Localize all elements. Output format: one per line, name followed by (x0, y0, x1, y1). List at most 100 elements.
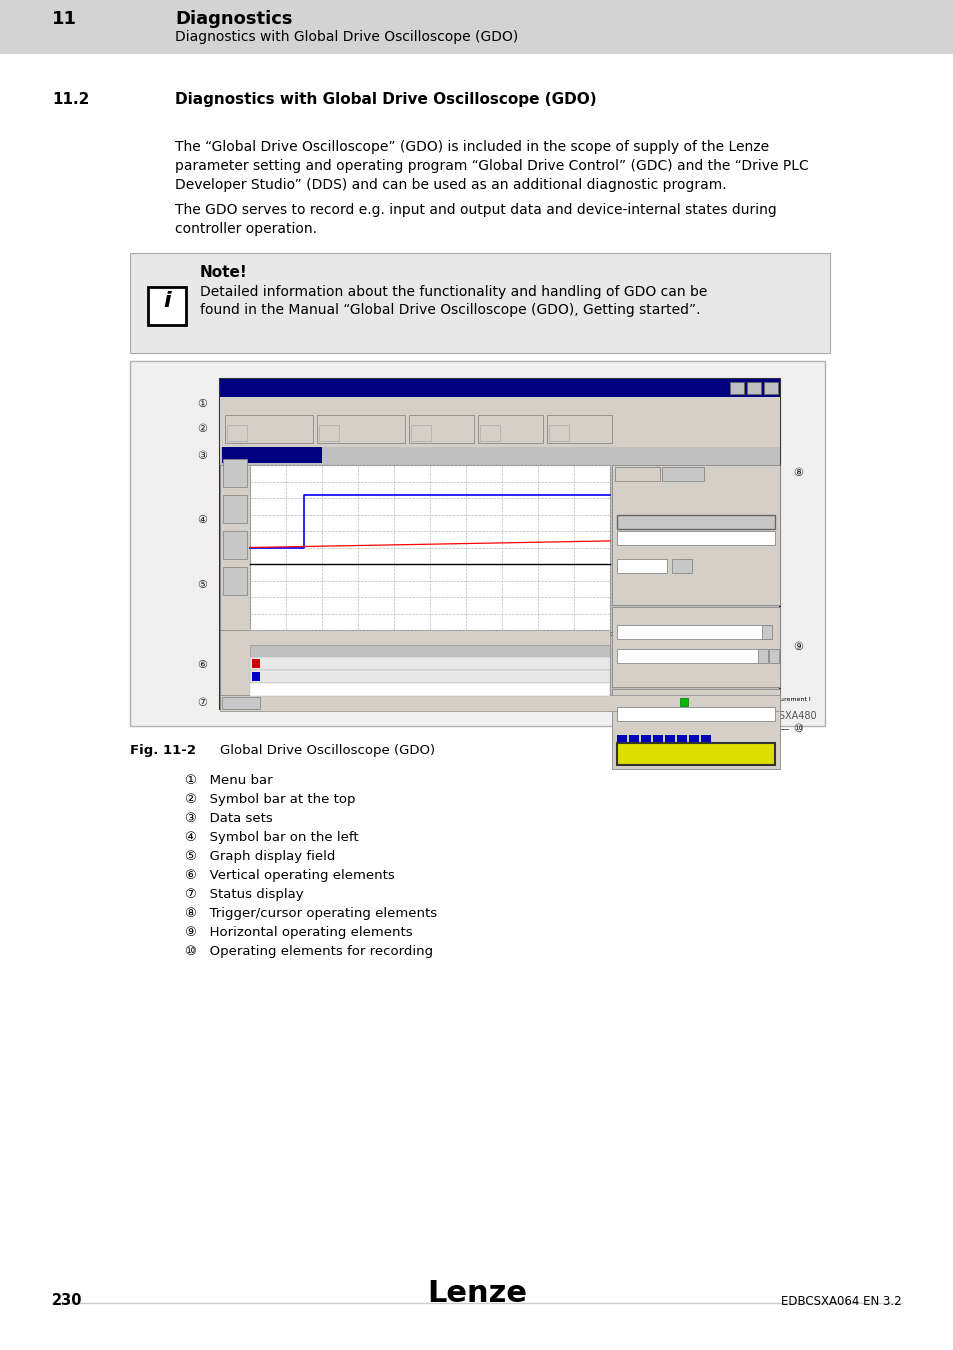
Bar (130, 360, 824, 726)
Bar (758, 649, 767, 663)
Bar (411, 425, 431, 441)
Bar (250, 645, 609, 657)
Bar (318, 425, 338, 441)
Text: ②   Symbol bar at the top: ② Symbol bar at the top (185, 792, 355, 806)
Bar (250, 683, 609, 697)
Bar (252, 659, 260, 668)
Text: ECSXA480: ECSXA480 (765, 711, 816, 721)
Text: EDBCSXA064 EN 3.2: EDBCSXA064 EN 3.2 (781, 1295, 901, 1308)
Bar (700, 734, 710, 745)
Text: intern: intern (370, 671, 388, 676)
Bar (223, 459, 247, 487)
Text: 9: 9 (572, 632, 576, 637)
Bar (671, 559, 691, 572)
Bar (223, 567, 247, 595)
Text: -1: -1 (240, 562, 247, 567)
Text: 0: 0 (243, 545, 247, 549)
Text: ⑥   Vertical operating elements: ⑥ Vertical operating elements (185, 869, 395, 882)
Bar (746, 382, 760, 394)
Text: 0: 0 (619, 562, 624, 568)
Text: ③   Data sets: ③ Data sets (185, 811, 273, 825)
Bar (477, 414, 542, 443)
Text: - Level -: - Level - (617, 525, 641, 531)
Text: Load offline set: Load offline set (338, 421, 383, 427)
Text: 20k: 20k (412, 671, 423, 676)
Bar (409, 414, 474, 443)
Text: 2: 2 (619, 709, 623, 716)
Text: Curve datapoints: 1001: Curve datapoints: 1001 (264, 697, 346, 703)
Text: ③: ③ (196, 451, 207, 460)
Bar (220, 397, 780, 410)
Text: controller operation.: controller operation. (174, 221, 316, 236)
Text: Source:: Source: (617, 485, 642, 491)
Text: Note!: Note! (200, 265, 248, 279)
Text: 5: 5 (243, 463, 247, 467)
Text: Device sample rate [ms]:: Device sample rate [ms]: (617, 705, 696, 710)
Text: ①   Menu bar: ① Menu bar (185, 774, 273, 787)
Text: Detailed information about the functionality and handling of GDO can be: Detailed information about the functiona… (200, 285, 706, 298)
Text: 5: 5 (428, 632, 432, 637)
Text: Trigger:: Trigger: (617, 497, 642, 504)
Text: 0: 0 (461, 671, 465, 676)
Text: 1: 1 (284, 632, 288, 637)
Bar (227, 425, 247, 441)
Text: -5: -5 (240, 628, 247, 633)
Bar (222, 697, 260, 709)
Text: ⑦   Status display: ⑦ Status display (185, 888, 303, 900)
Bar (220, 630, 609, 695)
Text: 0: 0 (519, 671, 523, 676)
Bar (628, 734, 639, 745)
Text: Lenze: Lenze (695, 417, 767, 437)
Text: ⑤: ⑤ (196, 580, 207, 590)
Bar (479, 425, 499, 441)
Text: File: File (226, 400, 239, 408)
Text: i: i (163, 292, 171, 311)
Bar (729, 382, 743, 394)
Text: Device: Device (639, 697, 663, 703)
Text: Device memory usage: Device memory usage (617, 729, 687, 734)
Text: 11: 11 (52, 9, 77, 28)
Bar (223, 495, 247, 522)
Text: -3: -3 (240, 594, 247, 599)
Text: ①: ① (196, 400, 207, 409)
Text: Inv: Inv (275, 647, 285, 651)
Text: 4: 4 (392, 632, 395, 637)
Text: ⑧: ⑧ (792, 468, 802, 478)
Text: Timebase [1/div]: Timebase [1/div] (617, 622, 675, 629)
Text: 1/Div: 1/Div (412, 647, 428, 651)
Text: Sets: Online: Sets: Online (228, 450, 278, 459)
Bar (640, 734, 650, 745)
Bar (130, 252, 829, 352)
Text: parameter setting and operating program “Global Drive Control” (GDC) and the “Dr: parameter setting and operating program … (174, 159, 808, 173)
Bar (768, 649, 779, 663)
Text: <: < (759, 651, 763, 656)
Bar (148, 288, 186, 325)
Text: -2: -2 (240, 578, 247, 583)
Text: Vertical: Vertical (253, 633, 286, 643)
Text: ⑩: ⑩ (792, 724, 802, 734)
Text: Unit: Unit (370, 647, 382, 651)
Text: ⑩   Operating elements for recording: ⑩ Operating elements for recording (185, 945, 433, 958)
Bar (612, 608, 780, 687)
Text: Force Trigger: Force Trigger (666, 517, 724, 526)
Bar (617, 649, 760, 663)
Text: ⑧   Trigger/cursor operating elements: ⑧ Trigger/cursor operating elements (185, 907, 436, 919)
Bar (250, 657, 609, 670)
Text: START: START (671, 747, 720, 761)
Text: Lenze Global Drive Oscilloscope: Lenze Global Drive Oscilloscope (237, 381, 373, 390)
Text: ↕: ↕ (678, 562, 685, 571)
Text: Print set: Print set (497, 421, 522, 427)
Text: Ch: Ch (252, 647, 260, 651)
Bar (652, 734, 662, 745)
Text: The GDO serves to record e.g. input and output data and device-internal states d: The GDO serves to record e.g. input and … (174, 202, 776, 217)
Text: ④   Symbol bar on the left: ④ Symbol bar on the left (185, 832, 358, 844)
Text: 0: 0 (519, 657, 523, 663)
Text: Offset: Offset (461, 647, 480, 651)
Text: ②: ② (196, 424, 207, 433)
Bar (612, 464, 780, 605)
Text: ④: ④ (196, 514, 207, 525)
Text: 11.2: 11.2 (52, 92, 90, 107)
Text: ✓: ✓ (275, 657, 281, 664)
Text: - Horizontal -: - Horizontal - (617, 612, 661, 617)
Text: The “Global Drive Oscilloscope” (GDO) is included in the scope of supply of the : The “Global Drive Oscilloscope” (GDO) is… (174, 140, 768, 154)
